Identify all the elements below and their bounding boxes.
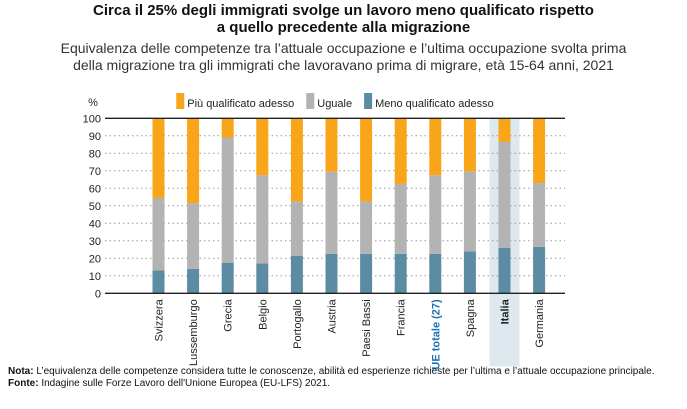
x-tick-label: Austria [327,298,339,333]
bar-segment [394,183,407,254]
x-tick-label: Paesi Bassi [361,299,373,356]
bar-segment [463,171,476,252]
x-tick-label: Grecia [223,298,235,331]
source-text: Indagine sulle Forze Lavoro dell'Unione … [38,378,331,389]
y-tick-label: 80 [89,148,101,160]
y-tick-label: 20 [89,253,101,265]
x-tick-label: Italia [500,298,512,324]
y-tick-label: 30 [89,236,101,248]
bar-segment [533,183,546,247]
x-tick-label: UE totale (27) [430,299,442,370]
bar-segment [394,253,407,294]
bar-segment [325,253,338,294]
bar-segment [533,246,546,294]
bar-segment [498,118,511,142]
y-axis-label: % [88,97,98,109]
x-tick-label: Belgio [257,299,269,330]
bar-segment [429,175,442,254]
chart-title: Circa il 25% degli immigrati svolge un l… [93,2,594,36]
bar-segment [152,270,165,294]
bar-segment [429,118,442,176]
source-label: Fonte: [8,378,39,389]
x-tick-label: Svizzera [154,298,166,341]
note: Nota: L’equivalenza delle competenze con… [8,366,679,378]
bar-segment [256,175,269,264]
y-tick-label: 100 [83,113,101,125]
x-tick-label: Portogallo [292,299,304,349]
bar-segment [498,247,511,294]
bar-segment [290,118,303,202]
y-tick-label: 40 [89,218,101,230]
bar-segment [152,197,165,271]
bar-segment [429,253,442,294]
bar-segment [221,118,234,138]
y-tick-label: 60 [89,183,101,195]
bar-segment [290,201,303,256]
bar-segment [325,118,338,172]
note-text: L’equivalenza delle competenze considera… [33,366,655,377]
bar-segment [463,251,476,294]
y-tick-label: 0 [95,288,101,300]
bar-segment [187,203,200,269]
bar-segment [256,118,269,176]
x-tick-label: Germania [534,298,546,347]
bar-segment [290,255,303,294]
bar-segment [463,118,476,172]
legend-label: Più qualificato adesso [187,98,294,110]
bar-segment [152,118,165,198]
x-tick-label: Francia [396,298,408,336]
x-tick-label: Spagna [465,298,477,337]
bar-segment [360,253,373,294]
y-tick-label: 10 [89,271,101,283]
bar-segment [360,118,373,202]
x-tick-label: Lussemburgo [188,299,200,366]
bar-segment [221,137,234,263]
bar-segment [187,118,200,204]
bar-segment [394,118,407,184]
source: Fonte: Indagine sulle Forze Lavoro dell'… [8,378,679,390]
chart-subtitle: Equivalenza delle competenze tra l’attua… [60,40,627,73]
bar-segment [221,262,234,294]
y-tick-label: 90 [89,131,101,143]
bar-segment [325,171,338,254]
y-tick-label: 70 [89,166,101,178]
notes: Nota: L’equivalenza delle competenze con… [8,366,679,390]
bar-segment [256,263,269,294]
note-label: Nota: [8,366,34,377]
y-tick-label: 50 [89,201,101,213]
legend-swatch [176,93,185,109]
bar-segment [360,201,373,254]
legend-swatch [306,93,315,109]
bar-segment [498,141,511,248]
legend-label: Meno qualificato adesso [375,98,494,110]
legend-label: Uguale [317,98,352,110]
bar-segment [187,268,200,294]
legend-swatch [364,93,373,109]
bar-segment [533,118,546,184]
